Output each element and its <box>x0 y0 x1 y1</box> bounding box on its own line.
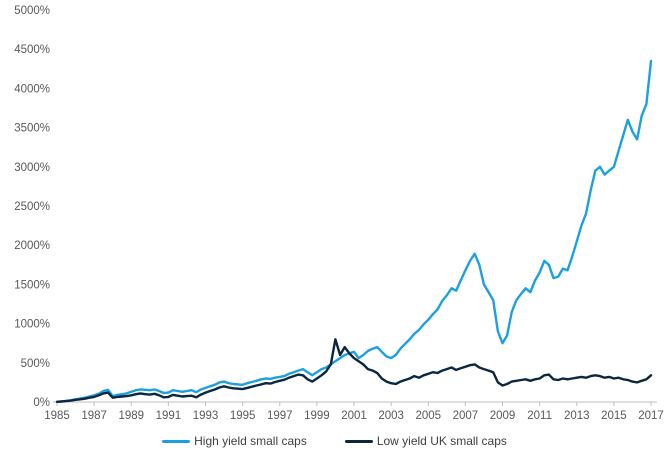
x-axis-tick-label: 1991 <box>156 410 182 422</box>
y-axis-tick-label: 5000% <box>14 5 50 17</box>
legend-label: High yield small caps <box>194 434 307 448</box>
y-axis-tick-label: 2500% <box>14 201 50 213</box>
y-axis-tick-label: 3000% <box>14 162 50 174</box>
x-axis-tick-label: 1993 <box>193 410 219 422</box>
x-axis-tick-label: 2009 <box>490 410 516 422</box>
y-axis-tick-label: 500% <box>21 358 50 370</box>
x-axis-tick-label: 2011 <box>527 410 552 422</box>
legend-item-high-yield: High yield small caps <box>162 434 307 448</box>
y-axis-tick-label: 2000% <box>14 240 50 252</box>
x-axis-tick-label: 2007 <box>453 410 479 422</box>
y-axis-tick-label: 1000% <box>14 319 50 331</box>
y-axis-tick-label: 4000% <box>14 83 50 95</box>
x-axis-tick-label: 1995 <box>230 410 256 422</box>
x-axis-tick-label: 1985 <box>44 410 70 422</box>
y-axis-tick-label: 4500% <box>14 44 50 56</box>
x-axis-tick-label: 2001 <box>341 410 367 422</box>
series-line-low-yield <box>55 338 653 403</box>
x-axis-tick-label: 2017 <box>638 410 664 422</box>
x-axis-tick-label: 2013 <box>564 410 590 422</box>
line-chart-svg: 0% 500% 1000% 1500% 2000% 2500% 3000% 3500% 4000… <box>14 5 664 422</box>
legend-swatch <box>344 439 373 443</box>
x-axis-tick-label: 1989 <box>118 410 144 422</box>
chart-legend: High yield small caps Low yield UK small… <box>0 429 669 453</box>
x-axis-tick-label: 2005 <box>415 410 441 422</box>
x-axis-tick-label: 1987 <box>81 410 107 422</box>
y-axis-tick-label: 3500% <box>14 123 50 135</box>
series-line-high-yield <box>55 59 653 403</box>
legend-swatch <box>162 439 191 443</box>
legend-item-low-yield: Low yield UK small caps <box>344 434 507 448</box>
legend-label: Low yield UK small caps <box>376 434 507 448</box>
x-axis-tick-label: 2003 <box>378 410 404 422</box>
y-axis-tick-label: 0% <box>33 397 50 409</box>
y-axis-tick-label: 1500% <box>14 279 50 291</box>
x-axis-tick-label: 2015 <box>601 410 627 422</box>
x-axis-tick-label: 1997 <box>267 410 293 422</box>
x-axis-tick-label: 1999 <box>304 410 330 422</box>
